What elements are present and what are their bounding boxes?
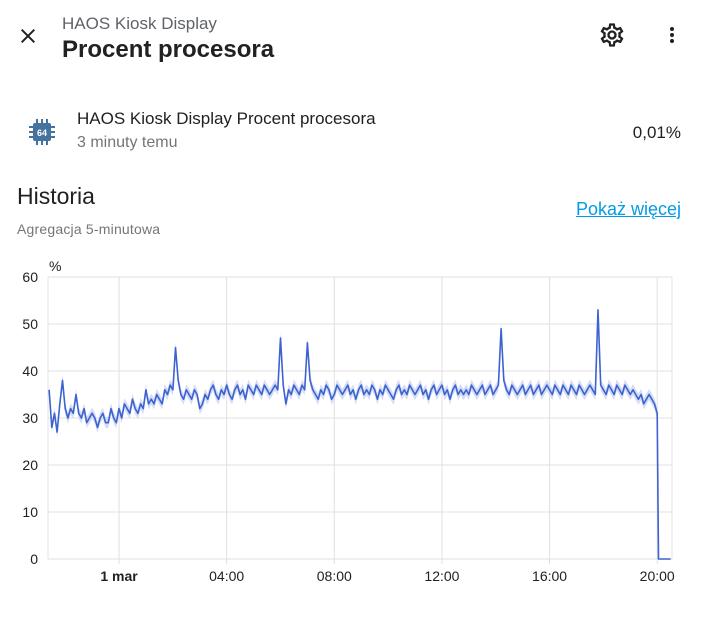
y-tick-label: 60 [22, 269, 38, 285]
chart-series [48, 309, 671, 560]
y-tick-label: 20 [22, 457, 38, 473]
x-tick-label: 16:00 [532, 568, 567, 584]
dialog-subtitle: HAOS Kiosk Display [62, 14, 217, 33]
close-icon [21, 29, 35, 43]
y-tick-label: 0 [30, 551, 38, 567]
settings-button[interactable] [596, 19, 628, 51]
entity-last-changed: 3 minuty temu [77, 134, 178, 151]
chart-min-max-band [49, 304, 671, 559]
more-options-button[interactable] [656, 19, 688, 51]
x-tick-label: 12:00 [424, 568, 459, 584]
chart-svg[interactable]: 0 10 20 30 40 50 60 1 mar 04:00 08:00 12:00 16:00 2… [0, 255, 702, 595]
y-tick-label: 40 [22, 363, 38, 379]
history-chart[interactable]: 0 10 20 30 40 50 60 1 mar 04:00 08:00 12:00 16:00 2… [0, 255, 702, 595]
chart-y-axis: 0 10 20 30 40 50 60 [22, 269, 38, 567]
history-title: Historia [17, 183, 95, 209]
cpu-64-icon: 64 [29, 119, 55, 145]
entity-row[interactable]: 64 HAOS Kiosk Display Procent procesora … [0, 100, 702, 160]
chart-x-axis: 1 mar 04:00 08:00 12:00 16:00 20:00 [100, 568, 675, 584]
dialog-header: HAOS Kiosk Display Procent procesora [0, 0, 702, 80]
x-tick-label: 08:00 [317, 568, 352, 584]
entity-name: HAOS Kiosk Display Procent procesora [77, 109, 376, 128]
dialog-title: Procent procesora [62, 36, 275, 63]
chart-grid [47, 276, 673, 564]
y-tick-label: 50 [22, 316, 38, 332]
more-vertical-icon [670, 27, 674, 43]
history-aggregation: Agregacja 5-minutowa [17, 221, 161, 237]
x-tick-label: 04:00 [209, 568, 244, 584]
y-tick-label: 10 [22, 504, 38, 520]
series-band [49, 304, 671, 559]
show-more-link[interactable]: Pokaż więcej [575, 199, 681, 219]
chart-unit-label: % [49, 258, 61, 274]
x-tick-label: 20:00 [640, 568, 675, 584]
cpu-icon-text: 64 [37, 128, 47, 138]
gear-icon [600, 23, 624, 47]
close-button[interactable] [12, 20, 44, 52]
entity-value: 0,01% [632, 123, 681, 142]
series-line [48, 309, 671, 560]
y-tick-label: 30 [22, 410, 38, 426]
x-tick-label: 1 mar [100, 568, 138, 584]
